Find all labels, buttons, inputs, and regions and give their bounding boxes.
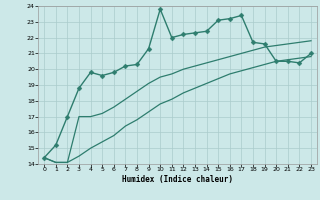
X-axis label: Humidex (Indice chaleur): Humidex (Indice chaleur) xyxy=(122,175,233,184)
